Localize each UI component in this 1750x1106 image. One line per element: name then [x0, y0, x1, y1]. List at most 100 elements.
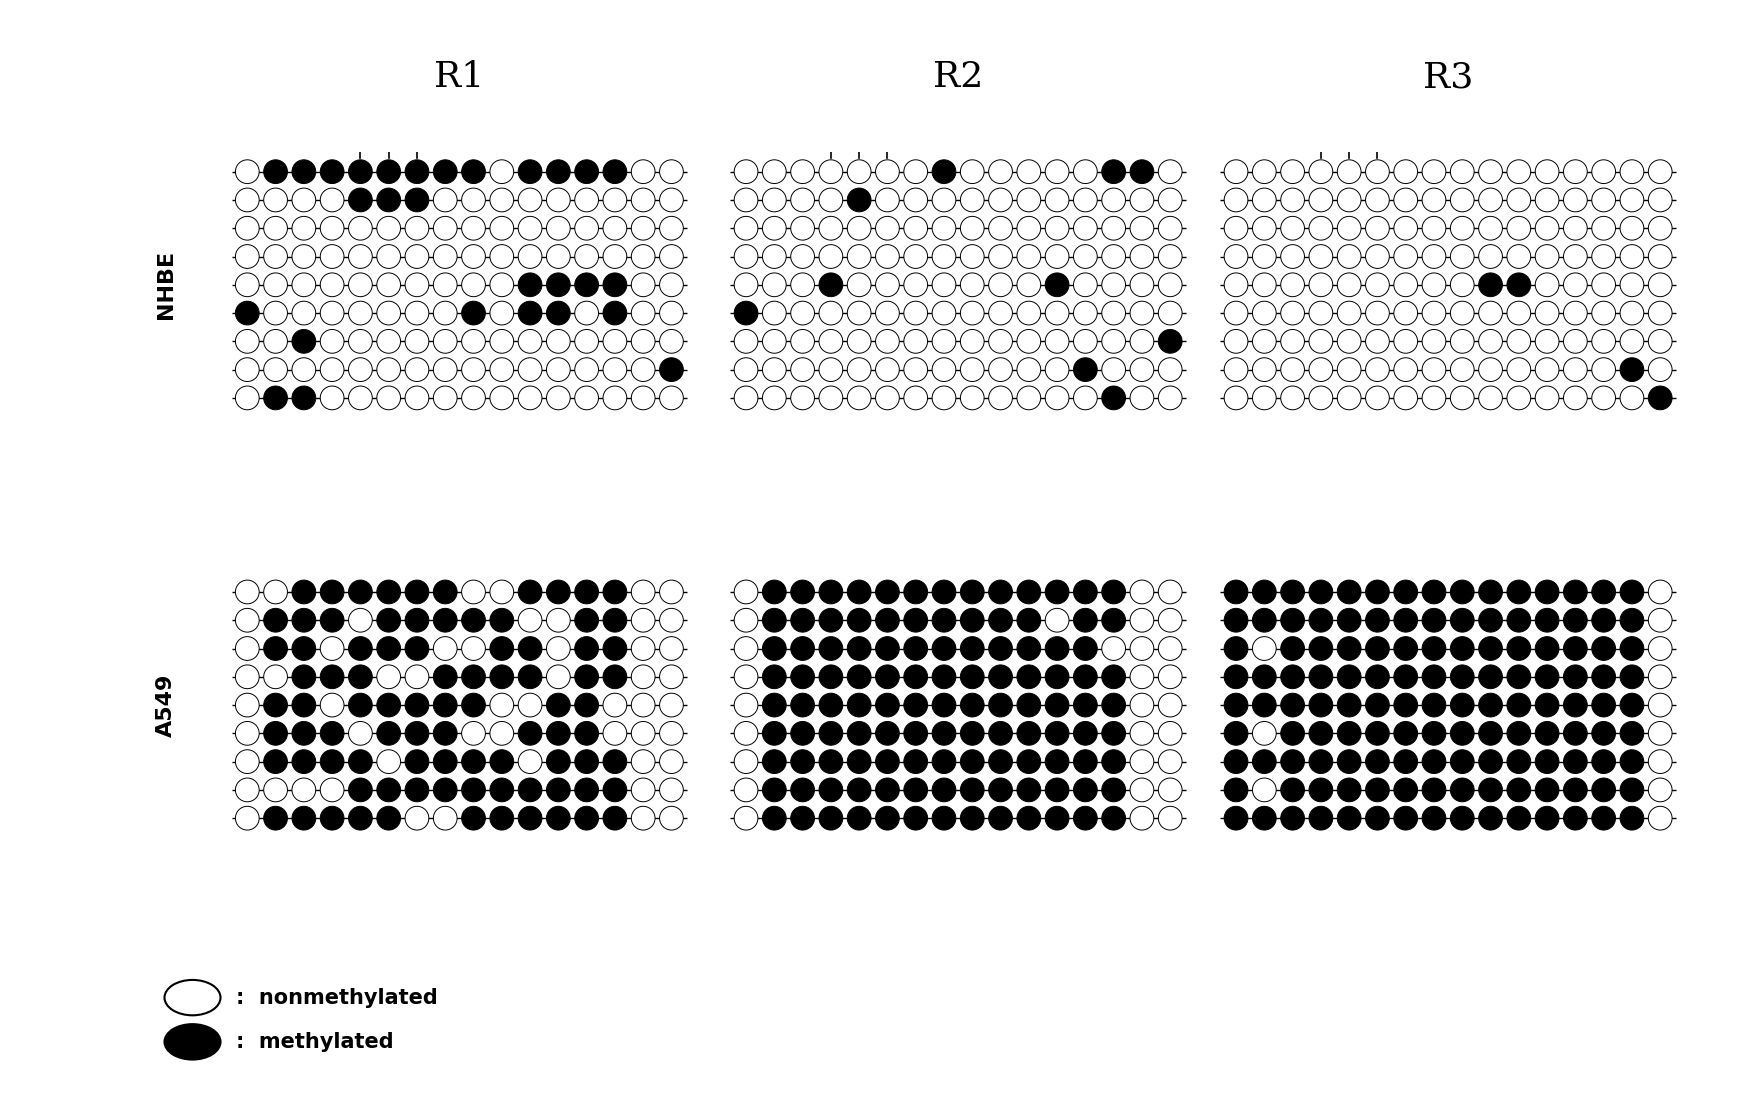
Circle shape: [1592, 778, 1615, 802]
Circle shape: [933, 693, 956, 717]
Circle shape: [1507, 188, 1531, 212]
Circle shape: [933, 244, 956, 269]
Circle shape: [404, 750, 429, 773]
Circle shape: [1479, 721, 1503, 745]
Circle shape: [1102, 693, 1125, 717]
Circle shape: [462, 273, 485, 296]
Circle shape: [1253, 608, 1276, 633]
Circle shape: [763, 159, 786, 184]
Circle shape: [574, 188, 598, 212]
Circle shape: [1045, 244, 1069, 269]
Circle shape: [236, 244, 259, 269]
Circle shape: [574, 750, 598, 773]
Circle shape: [903, 188, 928, 212]
Circle shape: [1648, 806, 1671, 831]
Circle shape: [604, 608, 626, 633]
Circle shape: [763, 580, 786, 604]
Circle shape: [1225, 244, 1248, 269]
Circle shape: [791, 188, 814, 212]
Circle shape: [1225, 188, 1248, 212]
Circle shape: [1017, 357, 1041, 382]
Circle shape: [847, 580, 872, 604]
Circle shape: [490, 721, 514, 745]
Circle shape: [518, 750, 542, 773]
Circle shape: [933, 580, 956, 604]
Circle shape: [1423, 244, 1446, 269]
Circle shape: [1309, 778, 1334, 802]
Text: :  nonmethylated: : nonmethylated: [236, 988, 438, 1008]
Circle shape: [320, 273, 345, 296]
Circle shape: [404, 806, 429, 831]
Circle shape: [933, 721, 956, 745]
Circle shape: [1158, 665, 1181, 689]
Circle shape: [903, 721, 928, 745]
Circle shape: [1620, 778, 1643, 802]
Circle shape: [1451, 750, 1474, 773]
Circle shape: [933, 301, 956, 325]
Circle shape: [1563, 273, 1587, 296]
Circle shape: [404, 188, 429, 212]
Circle shape: [1563, 386, 1587, 410]
Circle shape: [546, 665, 570, 689]
Circle shape: [763, 750, 786, 773]
Circle shape: [1158, 273, 1181, 296]
Circle shape: [847, 721, 872, 745]
Circle shape: [1102, 778, 1125, 802]
Circle shape: [1102, 188, 1125, 212]
Circle shape: [1648, 608, 1671, 633]
Circle shape: [604, 273, 626, 296]
Circle shape: [847, 386, 872, 410]
Circle shape: [604, 188, 626, 212]
Circle shape: [320, 806, 345, 831]
Circle shape: [1423, 330, 1446, 353]
Circle shape: [847, 608, 872, 633]
Circle shape: [518, 217, 542, 240]
Circle shape: [1365, 330, 1390, 353]
Circle shape: [490, 580, 514, 604]
Circle shape: [434, 273, 457, 296]
Circle shape: [933, 217, 956, 240]
Circle shape: [1648, 159, 1671, 184]
Circle shape: [604, 301, 626, 325]
Circle shape: [763, 608, 786, 633]
Circle shape: [1309, 721, 1334, 745]
Circle shape: [1451, 217, 1474, 240]
Circle shape: [1102, 721, 1125, 745]
Circle shape: [1102, 330, 1125, 353]
Circle shape: [989, 665, 1013, 689]
Circle shape: [847, 357, 872, 382]
Circle shape: [264, 721, 287, 745]
Circle shape: [348, 301, 373, 325]
Circle shape: [604, 693, 626, 717]
Circle shape: [320, 721, 345, 745]
Circle shape: [404, 273, 429, 296]
Circle shape: [1253, 217, 1276, 240]
Circle shape: [376, 244, 401, 269]
Circle shape: [763, 778, 786, 802]
Circle shape: [1309, 244, 1334, 269]
Circle shape: [320, 778, 345, 802]
Circle shape: [847, 159, 872, 184]
Circle shape: [1563, 778, 1587, 802]
Circle shape: [989, 750, 1013, 773]
Circle shape: [961, 273, 984, 296]
Circle shape: [1592, 330, 1615, 353]
Circle shape: [404, 159, 429, 184]
Circle shape: [903, 273, 928, 296]
Circle shape: [961, 806, 984, 831]
Circle shape: [961, 665, 984, 689]
Circle shape: [1507, 665, 1531, 689]
Circle shape: [1620, 637, 1643, 660]
Circle shape: [875, 693, 900, 717]
Circle shape: [1130, 301, 1153, 325]
Circle shape: [490, 273, 514, 296]
Circle shape: [320, 357, 345, 382]
Circle shape: [875, 665, 900, 689]
Circle shape: [1507, 778, 1531, 802]
Circle shape: [1451, 693, 1474, 717]
Circle shape: [660, 159, 682, 184]
Circle shape: [292, 330, 315, 353]
Circle shape: [1158, 608, 1181, 633]
Circle shape: [1073, 357, 1097, 382]
Circle shape: [875, 386, 900, 410]
